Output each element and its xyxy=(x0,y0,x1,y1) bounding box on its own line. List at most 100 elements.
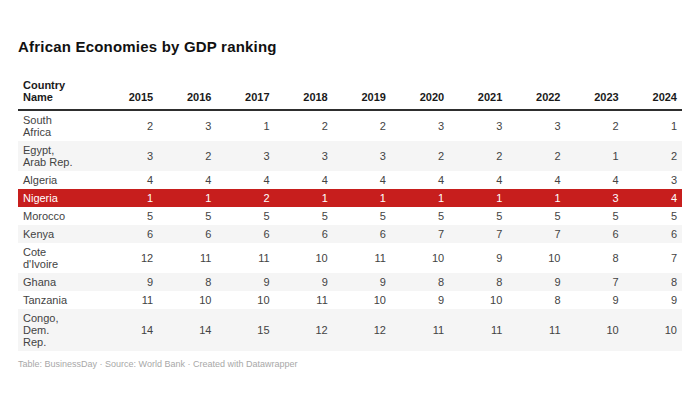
rank-cell: 5 xyxy=(158,207,216,225)
rank-cell: 2 xyxy=(449,141,507,171)
rank-cell: 6 xyxy=(624,225,682,243)
rank-cell: 4 xyxy=(100,171,158,189)
rank-cell: 6 xyxy=(566,225,624,243)
rank-cell: 8 xyxy=(566,243,624,273)
rank-cell: 9 xyxy=(333,273,391,291)
rank-cell: 3 xyxy=(216,141,274,171)
rank-cell: 1 xyxy=(100,189,158,207)
rank-cell: 2 xyxy=(507,141,565,171)
table-body: South Africa2312233321Egypt, Arab Rep.32… xyxy=(18,110,682,351)
rank-cell: 10 xyxy=(507,243,565,273)
rank-cell: 3 xyxy=(333,141,391,171)
rank-cell: 14 xyxy=(100,309,158,351)
rank-cell: 11 xyxy=(100,291,158,309)
rank-cell: 9 xyxy=(507,273,565,291)
header-row: Country Name2015201620172018201920202021… xyxy=(18,77,682,110)
rank-cell: 1 xyxy=(275,189,333,207)
header-cell-year: 2023 xyxy=(566,77,624,110)
rank-cell: 4 xyxy=(624,189,682,207)
rank-cell: 3 xyxy=(100,141,158,171)
rank-cell: 5 xyxy=(566,207,624,225)
rank-cell: 5 xyxy=(333,207,391,225)
rank-cell: 9 xyxy=(275,273,333,291)
rank-cell: 11 xyxy=(449,309,507,351)
country-cell: Kenya xyxy=(18,225,100,243)
rank-cell: 4 xyxy=(216,171,274,189)
rank-cell: 7 xyxy=(566,273,624,291)
country-cell: Morocco xyxy=(18,207,100,225)
attribution-text: Table: BusinessDay · Source: World Bank … xyxy=(18,359,700,369)
header-cell-year: 2016 xyxy=(158,77,216,110)
rank-cell: 8 xyxy=(507,291,565,309)
rank-cell: 5 xyxy=(275,207,333,225)
rank-cell: 11 xyxy=(391,309,449,351)
table-row: Tanzania1110101110910899 xyxy=(18,291,682,309)
country-cell: Egypt, Arab Rep. xyxy=(18,141,100,171)
country-cell: South Africa xyxy=(18,110,100,141)
rank-cell: 5 xyxy=(391,207,449,225)
rank-cell: 4 xyxy=(449,171,507,189)
rank-cell: 3 xyxy=(275,141,333,171)
rank-cell: 7 xyxy=(391,225,449,243)
rank-cell: 7 xyxy=(624,243,682,273)
gdp-ranking-table: Country Name2015201620172018201920202021… xyxy=(18,77,682,351)
country-cell: Congo, Dem. Rep. xyxy=(18,309,100,351)
rank-cell: 4 xyxy=(507,171,565,189)
rank-cell: 5 xyxy=(507,207,565,225)
rank-cell: 9 xyxy=(216,273,274,291)
rank-cell: 2 xyxy=(624,141,682,171)
rank-cell: 2 xyxy=(216,189,274,207)
rank-cell: 10 xyxy=(449,291,507,309)
rank-cell: 9 xyxy=(391,291,449,309)
rank-cell: 2 xyxy=(391,141,449,171)
rank-cell: 4 xyxy=(158,171,216,189)
rank-cell: 9 xyxy=(100,273,158,291)
table-row: Congo, Dem. Rep.14141512121111111010 xyxy=(18,309,682,351)
rank-cell: 10 xyxy=(275,243,333,273)
rank-cell: 1 xyxy=(333,189,391,207)
rank-cell: 8 xyxy=(624,273,682,291)
rank-cell: 5 xyxy=(449,207,507,225)
rank-cell: 12 xyxy=(100,243,158,273)
rank-cell: 12 xyxy=(275,309,333,351)
header-cell-year: 2019 xyxy=(333,77,391,110)
rank-cell: 1 xyxy=(624,110,682,141)
rank-cell: 10 xyxy=(216,291,274,309)
rank-cell: 5 xyxy=(624,207,682,225)
table-row: Morocco5555555555 xyxy=(18,207,682,225)
rank-cell: 3 xyxy=(624,171,682,189)
rank-cell: 1 xyxy=(158,189,216,207)
rank-cell: 4 xyxy=(391,171,449,189)
rank-cell: 10 xyxy=(624,309,682,351)
rank-cell: 5 xyxy=(216,207,274,225)
rank-cell: 4 xyxy=(333,171,391,189)
rank-cell: 2 xyxy=(158,141,216,171)
country-cell: Ghana xyxy=(18,273,100,291)
rank-cell: 4 xyxy=(566,171,624,189)
rank-cell: 11 xyxy=(507,309,565,351)
rank-cell: 3 xyxy=(449,110,507,141)
country-cell: Nigeria xyxy=(18,189,100,207)
rank-cell: 11 xyxy=(216,243,274,273)
rank-cell: 11 xyxy=(333,243,391,273)
rank-cell: 2 xyxy=(275,110,333,141)
rank-cell: 7 xyxy=(507,225,565,243)
table-row: Kenya6666677766 xyxy=(18,225,682,243)
rank-cell: 9 xyxy=(449,243,507,273)
rank-cell: 1 xyxy=(391,189,449,207)
rank-cell: 3 xyxy=(566,189,624,207)
table-row: Egypt, Arab Rep.3233322212 xyxy=(18,141,682,171)
table-row: Nigeria1121111134 xyxy=(18,189,682,207)
rank-cell: 1 xyxy=(507,189,565,207)
rank-cell: 1 xyxy=(449,189,507,207)
page: African Economies by GDP ranking Country… xyxy=(0,0,700,400)
page-title: African Economies by GDP ranking xyxy=(0,0,700,55)
country-cell: Tanzania xyxy=(18,291,100,309)
table-row: Ghana9899988978 xyxy=(18,273,682,291)
table-row: Cote d'Ivoire12111110111091087 xyxy=(18,243,682,273)
header-cell-year: 2017 xyxy=(216,77,274,110)
rank-cell: 6 xyxy=(158,225,216,243)
rank-cell: 15 xyxy=(216,309,274,351)
header-cell-year: 2022 xyxy=(507,77,565,110)
country-cell: Cote d'Ivoire xyxy=(18,243,100,273)
